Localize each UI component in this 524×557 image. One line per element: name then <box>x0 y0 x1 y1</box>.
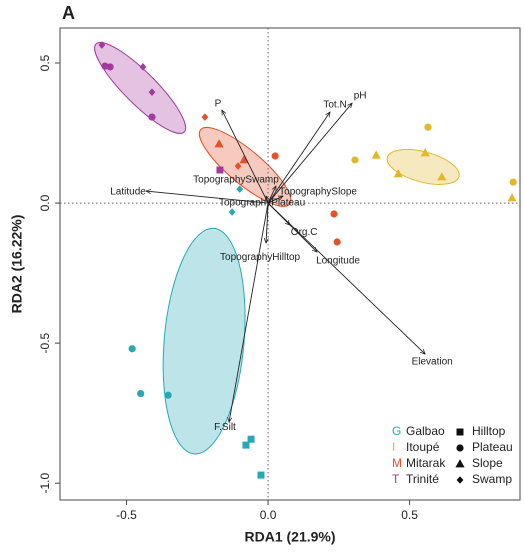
legend-symbol <box>455 459 465 468</box>
legend-letter: T <box>392 472 400 486</box>
data-point <box>424 123 432 131</box>
y-axis-title: RDA2 (16.22%) <box>9 215 25 314</box>
data-point <box>393 169 403 178</box>
x-axis-title: RDA1 (21.9%) <box>244 529 335 545</box>
data-point <box>228 208 236 216</box>
data-point <box>236 185 244 193</box>
legend-label: Itoupé <box>406 440 440 454</box>
data-point <box>351 156 359 164</box>
main-layer: -0.5 0.0 0.5 -1.0 -0.5 0.0 0.5 P Tot.N pH Latitude… <box>38 28 520 522</box>
data-point <box>148 88 156 96</box>
data-point <box>139 63 147 71</box>
data-point <box>330 210 338 218</box>
legend-symbol <box>456 428 464 436</box>
arrow-label: pH <box>354 91 367 102</box>
biplot-arrow <box>266 196 268 204</box>
ellipse-layer <box>94 41 460 455</box>
legend-label: Swamp <box>472 472 512 486</box>
legend-label: Galbao <box>406 424 445 438</box>
plot-frame <box>59 27 521 501</box>
arrow-label: Longitude <box>316 256 360 267</box>
legend-symbol <box>456 444 464 452</box>
arrow-label: F.Silt <box>214 422 236 433</box>
legend-letter: M <box>392 456 402 470</box>
legend-label: Slope <box>472 456 503 470</box>
data-point <box>128 345 136 353</box>
legend-letter: I <box>392 440 395 454</box>
data-point <box>239 155 249 164</box>
confidence-ellipse <box>94 41 187 134</box>
data-point <box>371 150 381 159</box>
biplot-arrow <box>266 203 268 243</box>
data-point <box>201 113 209 121</box>
biplot-arrow <box>267 195 283 204</box>
data-point <box>333 238 341 246</box>
y-tick-label: -0.5 <box>38 332 52 353</box>
data-point <box>106 63 114 71</box>
biplot-arrow <box>222 110 269 204</box>
data-point <box>242 441 250 449</box>
y-tick-label: -1.0 <box>38 473 52 494</box>
data-point <box>214 139 224 148</box>
biplot-arrow <box>267 112 330 204</box>
arrow-label: Tot.N <box>323 100 346 111</box>
biplot-arrow <box>267 103 352 204</box>
data-point <box>234 162 242 170</box>
biplot-arrow <box>267 202 425 354</box>
y-tick-label: 0.0 <box>38 194 52 211</box>
data-point <box>137 389 145 398</box>
data-point <box>257 471 265 479</box>
arrow-label: TopographyHilltop <box>220 252 300 263</box>
data-point <box>509 178 517 186</box>
data-point <box>148 113 156 121</box>
legend-label: Plateau <box>472 440 513 454</box>
legend-label: Hilltop <box>472 424 506 438</box>
data-point <box>271 152 279 160</box>
data-point <box>507 193 517 202</box>
legend-symbol <box>456 476 464 484</box>
biplot-arrow <box>146 191 269 204</box>
data-point <box>247 435 255 443</box>
panel-label: A <box>62 3 75 23</box>
confidence-ellipse <box>162 227 246 455</box>
legend-label: Mitarak <box>406 456 446 470</box>
data-point <box>420 148 430 157</box>
data-point <box>164 391 172 399</box>
arrow-label: Elevation <box>412 357 453 368</box>
arrow-label: TopographyPlateau <box>219 198 305 209</box>
data-point <box>437 172 447 181</box>
arrow-label: P <box>215 99 222 110</box>
arrow-label: Org.C <box>291 227 318 238</box>
biplot-arrow <box>229 202 269 422</box>
data-point <box>98 41 106 49</box>
confidence-ellipse <box>386 148 460 185</box>
x-tick-label: 0.0 <box>260 508 277 522</box>
y-tick-label: 0.5 <box>38 54 52 71</box>
data-point <box>216 166 224 174</box>
arrow-label: TopographySlope <box>279 187 357 198</box>
arrow-label: TopographySwamp <box>193 175 279 186</box>
legend-letter: G <box>392 424 401 438</box>
x-tick-label: 0.5 <box>401 508 418 522</box>
legend-label: Trinité <box>406 472 439 486</box>
arrow-label: Latitude <box>110 187 146 198</box>
x-tick-label: -0.5 <box>116 508 137 522</box>
